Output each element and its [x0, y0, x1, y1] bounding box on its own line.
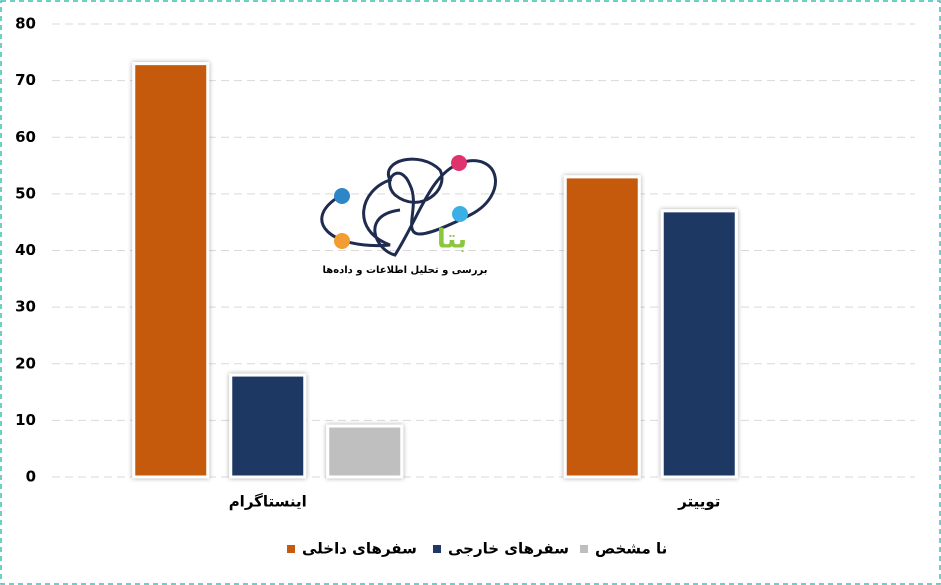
legend-label: نا مشخص — [595, 540, 667, 558]
legend-swatch — [433, 545, 441, 553]
y-tick-label: 50 — [15, 184, 36, 202]
y-tick-label: 30 — [15, 298, 36, 316]
bar — [132, 62, 210, 479]
bar — [229, 373, 307, 479]
x-tick-label: توییتر — [677, 493, 720, 511]
logo-curve — [320, 157, 497, 257]
legend-label: سفرهای داخلی — [302, 540, 417, 558]
legend-swatch — [287, 545, 295, 553]
y-tick-label: 60 — [15, 128, 36, 146]
y-tick-label: 20 — [15, 354, 36, 372]
logo-subtitle: بررسی و تحلیل اطلاعات و داده‌ها — [323, 265, 488, 276]
x-tick-label: اینستاگرام — [229, 493, 307, 511]
legend-swatch — [580, 545, 588, 553]
bar — [326, 424, 404, 479]
y-tick-label: 0 — [26, 468, 36, 486]
logo-dot — [334, 233, 350, 249]
y-tick-label: 80 — [15, 15, 36, 33]
logo-dot — [452, 206, 468, 222]
logo-title: بتا — [437, 225, 467, 255]
logo-dot — [451, 155, 467, 171]
y-tick-label: 70 — [15, 71, 36, 89]
y-tick-label: 10 — [15, 411, 36, 429]
y-tick-label: 40 — [15, 241, 36, 259]
logo-dot — [334, 188, 350, 204]
logo: بتا بررسی و تحلیل اطلاعات و داده‌ها — [320, 155, 497, 276]
legend-label: سفرهای خارجی — [448, 540, 569, 558]
bar — [563, 175, 641, 479]
bar — [660, 209, 738, 479]
